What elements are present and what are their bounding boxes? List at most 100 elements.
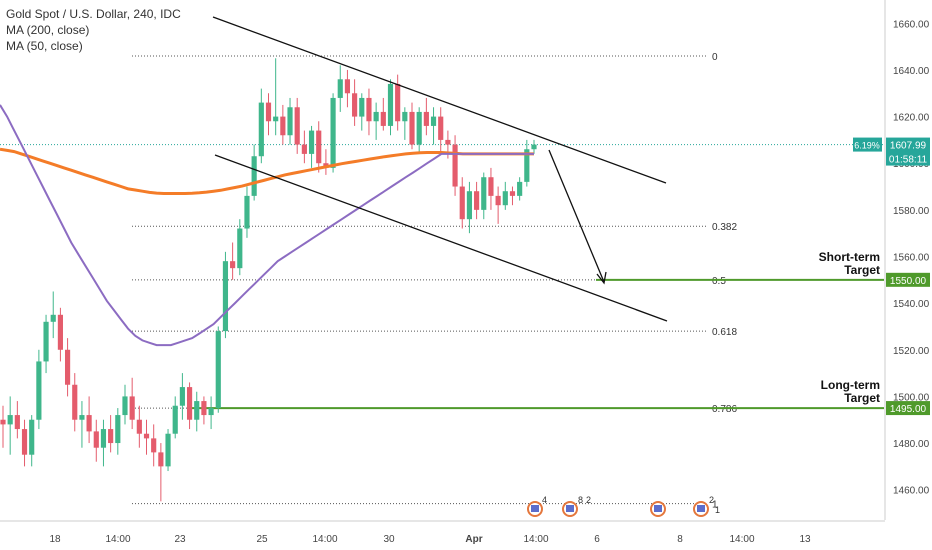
channel-lower-line: [214, 154, 668, 322]
candle-body: [72, 384, 78, 420]
target-label: Target: [844, 263, 880, 277]
candle-body: [301, 144, 307, 154]
candle-body: [208, 408, 214, 416]
candle-body: [344, 79, 351, 94]
candle-body: [517, 181, 523, 196]
chart-legend: Gold Spot / U.S. Dollar, 240, IDC MA (20…: [6, 6, 181, 54]
time-tick-label: 13: [799, 534, 811, 545]
event-flag-stripe-icon: [566, 505, 574, 512]
fib-level-label: 1: [712, 500, 718, 511]
price-tick-label: 1460.00: [893, 486, 930, 497]
channel-upper-line: [212, 16, 667, 184]
candle-body: [79, 415, 85, 420]
candle-body: [179, 387, 185, 406]
candle-body: [50, 314, 56, 322]
target-label: Target: [844, 391, 880, 405]
candle-body: [488, 177, 494, 196]
candle-body: [129, 396, 135, 420]
candle-body: [481, 177, 487, 210]
event-flag-stripe-icon: [697, 505, 705, 512]
candle-body: [100, 429, 107, 448]
target-label: Short-term: [819, 250, 880, 264]
time-tick-label: 18: [49, 534, 61, 545]
candle-body: [423, 111, 429, 126]
time-tick-label: 14:00: [105, 534, 130, 545]
moving-averages: [0, 104, 534, 347]
candle-body: [402, 111, 408, 122]
fib-levels: 0 0.382 0.5 0.618 0.786 1: [0, 52, 884, 511]
event-flag-stripe-icon: [654, 505, 662, 512]
price-tick-label: 1580.00: [893, 206, 930, 217]
event-count-label: 8: [578, 495, 583, 505]
candle-body: [294, 107, 300, 145]
price-change-tag: [853, 137, 882, 152]
candle-body: [352, 93, 358, 117]
candle-body: [474, 191, 480, 210]
candle-body: [452, 144, 458, 187]
trend-channel: [212, 16, 668, 322]
candle-body: [366, 97, 372, 122]
price-axis[interactable]: 1460.00 1480.00 1500.00 1520.00 1540.00 1560.…: [853, 0, 930, 520]
candle-body: [330, 97, 336, 168]
candle-body: [265, 102, 272, 122]
target-label: Long-term: [821, 378, 880, 392]
fib-level-label: 0.382: [712, 222, 737, 233]
event-count-label: 1: [715, 505, 720, 515]
time-tick-label: 14:00: [523, 534, 548, 545]
target-price-tag: [886, 401, 930, 416]
candle-body: [280, 116, 286, 136]
candle-body: [244, 195, 250, 229]
candle-body: [237, 228, 243, 269]
fib-level-label: 0.618: [712, 327, 737, 338]
event-count-label: 2: [709, 495, 714, 505]
fib-level-label: 0.5: [712, 276, 726, 287]
time-axis[interactable]: 18 14:00 23 25 14:00 30 Apr 14:00 6 8 14:00 13: [0, 520, 885, 545]
candle-body: [380, 111, 386, 126]
candle-body: [14, 415, 20, 430]
time-tick-label: 14:00: [729, 534, 754, 545]
candle-body: [108, 429, 114, 444]
candle-body: [186, 387, 193, 420]
price-tick-label: 1520.00: [893, 346, 930, 357]
ma200-legend: MA (200, close): [6, 23, 90, 37]
price-tick-label: 1560.00: [893, 253, 930, 264]
candle-body: [64, 349, 71, 385]
price-tick-label: 1480.00: [893, 439, 930, 450]
event-count-label: 2: [586, 495, 591, 505]
candle-body: [165, 433, 171, 467]
current-price-value: 1607.99: [890, 141, 927, 152]
current-price-tag: [886, 137, 930, 166]
candle-body: [258, 102, 264, 157]
candle-body: [151, 438, 157, 453]
candle-body: [122, 396, 128, 416]
time-tick-label: 8: [677, 534, 683, 545]
candle-body: [416, 111, 422, 145]
candle-body: [86, 415, 92, 432]
price-tick-label: 1540.00: [893, 299, 930, 310]
event-icons: 4 8 2 21: [527, 495, 720, 517]
candle-body: [222, 261, 229, 332]
candle-body: [273, 116, 279, 122]
target-price-value: 1495.00: [890, 404, 927, 415]
candles: [0, 58, 537, 502]
candle-body: [194, 401, 200, 420]
candle-body: [172, 405, 178, 434]
candle-body: [29, 419, 35, 455]
candle-body: [387, 83, 394, 126]
time-tick-label: 25: [256, 534, 268, 545]
candle-body: [359, 97, 365, 117]
time-tick-label: 23: [174, 534, 186, 545]
candle-body: [230, 261, 236, 269]
candle-body: [495, 195, 501, 206]
candle-body: [158, 452, 164, 467]
time-tick-label: Apr: [465, 534, 482, 545]
candle-body: [524, 149, 530, 182]
candle-body: [7, 415, 13, 425]
forecast-arrow: [548, 149, 605, 283]
price-tick-label: 1640.00: [893, 66, 930, 77]
countdown-value: 01:58:11: [889, 155, 928, 166]
time-tick-label: 14:00: [312, 534, 337, 545]
candle-body: [57, 314, 63, 350]
candle-body: [430, 116, 437, 126]
